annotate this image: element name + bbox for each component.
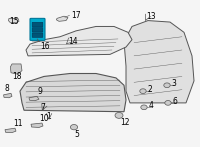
Text: 3: 3 bbox=[171, 79, 176, 88]
Text: 6: 6 bbox=[172, 97, 177, 106]
Polygon shape bbox=[29, 96, 39, 101]
Polygon shape bbox=[31, 123, 43, 127]
Circle shape bbox=[164, 83, 170, 88]
FancyBboxPatch shape bbox=[32, 28, 43, 32]
Text: 16: 16 bbox=[40, 42, 50, 51]
Text: 1: 1 bbox=[47, 112, 51, 121]
FancyBboxPatch shape bbox=[30, 18, 45, 40]
FancyBboxPatch shape bbox=[32, 22, 43, 27]
Text: 13: 13 bbox=[146, 12, 156, 21]
Polygon shape bbox=[10, 64, 22, 74]
Text: 11: 11 bbox=[13, 119, 22, 128]
Circle shape bbox=[115, 112, 123, 118]
Circle shape bbox=[165, 101, 171, 105]
FancyBboxPatch shape bbox=[32, 33, 43, 37]
Text: 10: 10 bbox=[39, 115, 49, 123]
Text: 14: 14 bbox=[68, 37, 78, 46]
Text: 9: 9 bbox=[38, 87, 42, 96]
Text: 17: 17 bbox=[71, 11, 81, 20]
Text: 7: 7 bbox=[41, 103, 45, 112]
Circle shape bbox=[141, 105, 147, 110]
Circle shape bbox=[140, 89, 146, 93]
Polygon shape bbox=[26, 26, 132, 56]
Polygon shape bbox=[5, 128, 16, 133]
Polygon shape bbox=[124, 21, 194, 103]
Text: 8: 8 bbox=[5, 84, 9, 93]
Text: 4: 4 bbox=[148, 101, 153, 110]
Polygon shape bbox=[4, 93, 12, 98]
Text: 15: 15 bbox=[9, 17, 18, 26]
Text: 12: 12 bbox=[120, 118, 130, 127]
Polygon shape bbox=[56, 16, 68, 21]
Circle shape bbox=[70, 125, 78, 130]
Polygon shape bbox=[20, 74, 126, 112]
Text: 5: 5 bbox=[75, 130, 79, 139]
Polygon shape bbox=[8, 18, 19, 23]
Text: 18: 18 bbox=[12, 72, 22, 81]
Text: 2: 2 bbox=[147, 85, 152, 94]
